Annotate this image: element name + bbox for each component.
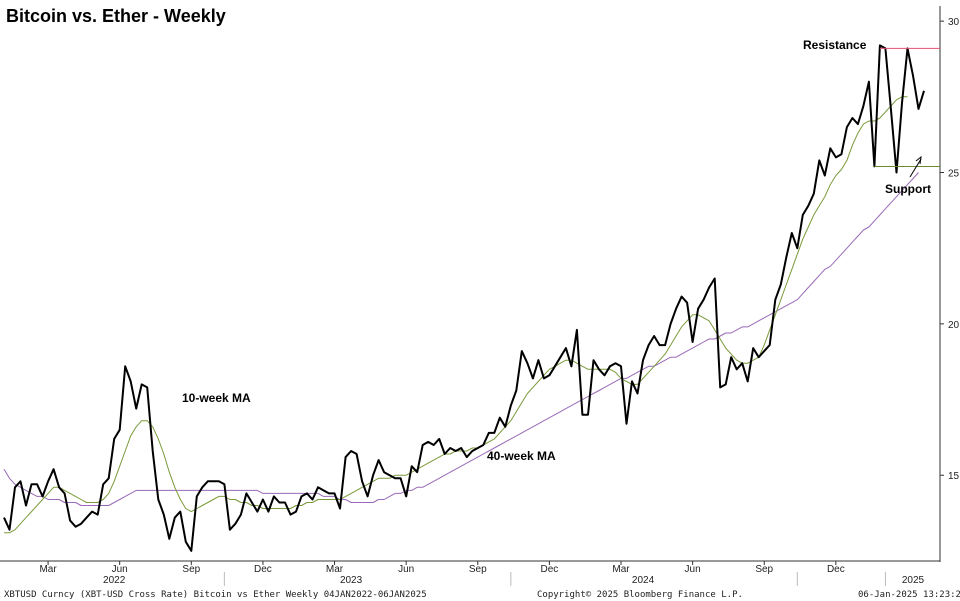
y-axis-ticks: 15 20 25 30	[940, 17, 960, 482]
support-annotation: Support	[885, 182, 931, 196]
x-month-label: Dec	[827, 564, 845, 575]
ma10-annotation: 10-week MA	[182, 391, 251, 405]
x-month-label: Sep	[469, 564, 487, 575]
x-month-label: Mar	[39, 564, 57, 575]
x-month-label: Mar	[326, 564, 344, 575]
x-axis-ticks: Mar Jun Sep Dec Mar Jun Sep Dec Mar Jun Sep Dec 2022…	[39, 561, 925, 586]
x-month-label: Mar	[612, 564, 630, 575]
footer-left: XBTUSD Curncy (XBT-USD Cross Rate) Bitco…	[4, 590, 427, 600]
x-month-label: Jun	[685, 564, 701, 575]
x-month-label: Sep	[182, 564, 200, 575]
x-month-label: Sep	[755, 564, 773, 575]
chart-title: Bitcoin vs. Ether - Weekly	[6, 6, 226, 26]
x-year-label: 2024	[632, 575, 655, 586]
support-arrow	[909, 158, 922, 178]
x-year-label: 2022	[103, 575, 126, 586]
footer-right: 06-Jan-2025 13:23:28	[858, 590, 960, 600]
level-lines	[874, 47, 940, 167]
ma40-line	[3, 172, 919, 506]
x-month-label: Dec	[540, 564, 558, 575]
resistance-annotation: Resistance	[803, 38, 867, 52]
x-month-label: Dec	[254, 564, 272, 575]
y-tick-label: 25	[948, 169, 960, 180]
x-month-label: Jun	[112, 564, 128, 575]
x-year-label: 2025	[902, 575, 925, 586]
y-tick-label: 20	[948, 320, 960, 331]
ma10-line	[4, 96, 908, 534]
y-tick-label: 15	[948, 471, 960, 482]
x-year-label: 2023	[340, 575, 363, 586]
x-month-label: Jun	[398, 564, 414, 575]
ma40-annotation: 40-week MA	[487, 449, 556, 463]
footer-center: Copyright© 2025 Bloomberg Finance L.P.	[537, 590, 743, 600]
y-tick-label: 30	[948, 17, 960, 28]
price-line	[3, 44, 925, 552]
series-lines	[3, 44, 925, 552]
support-arrow-head	[915, 155, 922, 165]
